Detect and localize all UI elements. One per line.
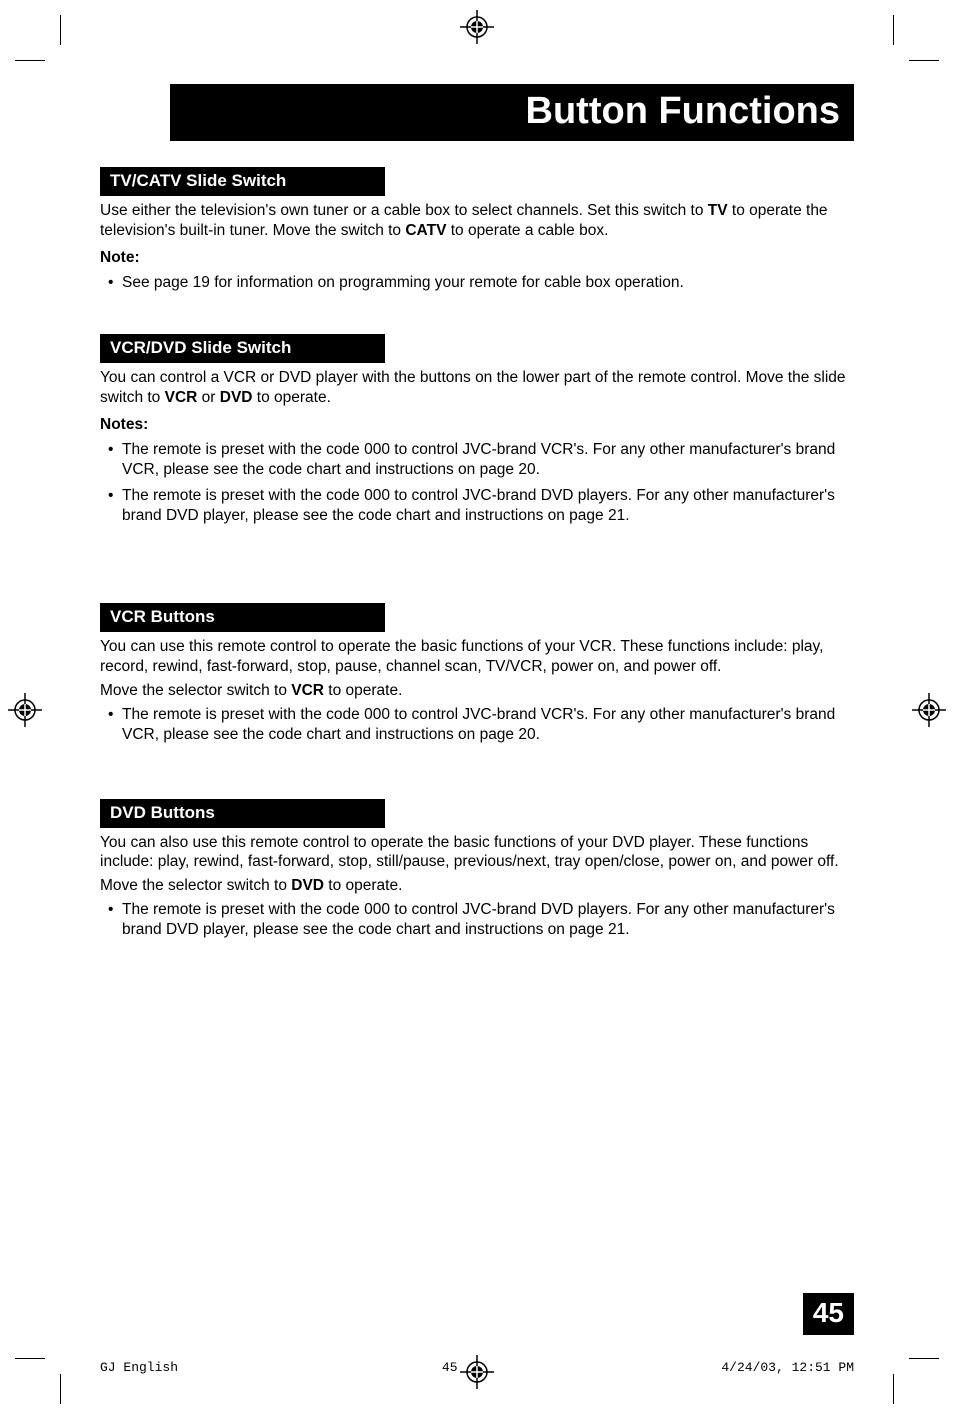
body-dvdbtn-1: You can also use this remote control to … <box>100 833 854 873</box>
bold-vcr: VCR <box>291 682 324 699</box>
section-dvdbtn: DVD Buttons You can also use this remote… <box>100 799 854 940</box>
section-vcrbtn: VCR Buttons You can use this remote cont… <box>100 603 854 744</box>
registration-mark-top <box>460 10 494 44</box>
text: to operate a cable box. <box>446 222 608 239</box>
section-tvcatv: TV/CATV Slide Switch Use either the tele… <box>100 167 854 292</box>
notes-label: Notes: <box>100 416 854 434</box>
page-content: Button Functions TV/CATV Slide Switch Us… <box>100 84 854 1335</box>
section-head-tvcatv: TV/CATV Slide Switch <box>100 167 385 196</box>
bold-dvd: DVD <box>220 389 253 406</box>
section-vcrdvd: VCR/DVD Slide Switch You can control a V… <box>100 334 854 525</box>
bold-tv: TV <box>708 202 728 219</box>
section-head-vcrdvd: VCR/DVD Slide Switch <box>100 334 385 363</box>
bullet: The remote is preset with the code 000 t… <box>122 705 854 745</box>
body-vcrbtn-2: Move the selector switch to VCR to opera… <box>100 681 854 701</box>
bullet: The remote is preset with the code 000 t… <box>122 900 854 940</box>
text: to operate. <box>324 682 402 699</box>
footer-center: 45 <box>442 1360 458 1375</box>
note-label: Note: <box>100 249 854 267</box>
registration-mark-left <box>8 693 42 727</box>
bullets-vcrdvd: The remote is preset with the code 000 t… <box>100 440 854 525</box>
text: Move the selector switch to <box>100 877 291 894</box>
bold-vcr: VCR <box>165 389 198 406</box>
page-number: 45 <box>803 1293 854 1335</box>
bullet: The remote is preset with the code 000 t… <box>122 440 854 480</box>
text: Move the selector switch to <box>100 682 291 699</box>
bold-catv: CATV <box>405 222 446 239</box>
footer-left: GJ English <box>100 1360 178 1375</box>
page-title: Button Functions <box>170 84 854 141</box>
footer-line: GJ English 45 4/24/03, 12:51 PM <box>100 1360 854 1375</box>
section-head-dvdbtn: DVD Buttons <box>100 799 385 828</box>
body-vcrdvd: You can control a VCR or DVD player with… <box>100 368 854 408</box>
section-head-vcrbtn: VCR Buttons <box>100 603 385 632</box>
body-tvcatv: Use either the television's own tuner or… <box>100 201 854 241</box>
text: to operate. <box>252 389 330 406</box>
bullet: The remote is preset with the code 000 t… <box>122 486 854 526</box>
text: to operate. <box>324 877 402 894</box>
body-dvdbtn-2: Move the selector switch to DVD to opera… <box>100 876 854 896</box>
bullets-vcrbtn: The remote is preset with the code 000 t… <box>100 705 854 745</box>
bullets-dvdbtn: The remote is preset with the code 000 t… <box>100 900 854 940</box>
text: or <box>197 389 219 406</box>
bullet: See page 19 for information on programmi… <box>122 273 854 293</box>
registration-mark-right <box>912 693 946 727</box>
text: Use either the television's own tuner or… <box>100 202 708 219</box>
bold-dvd: DVD <box>291 877 324 894</box>
bullets-tvcatv: See page 19 for information on programmi… <box>100 273 854 293</box>
body-vcrbtn-1: You can use this remote control to opera… <box>100 637 854 677</box>
footer-right: 4/24/03, 12:51 PM <box>721 1360 854 1375</box>
